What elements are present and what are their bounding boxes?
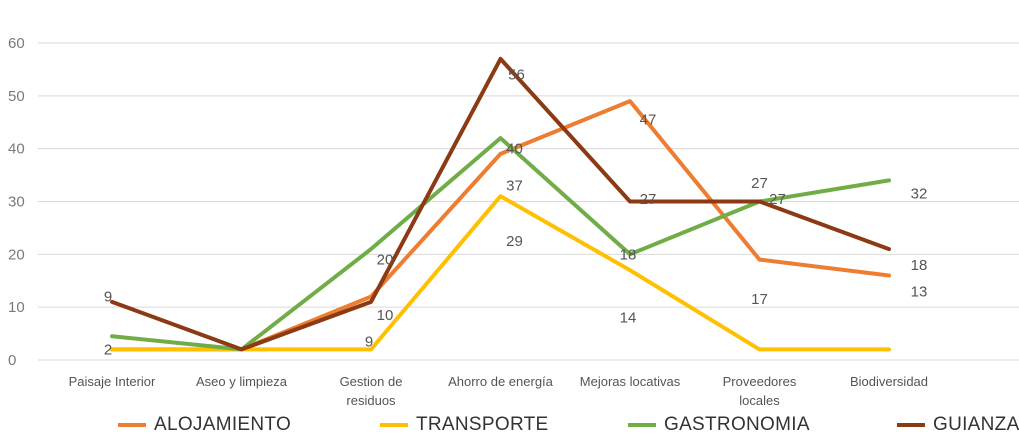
y-tick-label: 50 xyxy=(8,88,25,105)
data-label: 10 xyxy=(377,307,394,324)
legend-item-alojamiento: ALOJAMIENTO xyxy=(118,414,291,436)
x-category-label: Ahorro de energía xyxy=(448,374,554,389)
y-tick-label: 10 xyxy=(8,299,25,316)
x-axis-categories: Paisaje Interior Aseo y limpieza Gestion d… xyxy=(69,374,928,408)
legend-swatch xyxy=(380,423,408,427)
data-label: 18 xyxy=(911,257,928,274)
data-label: 17 xyxy=(751,291,768,308)
data-label: 18 xyxy=(620,246,637,263)
data-label: 27 xyxy=(751,175,768,192)
y-tick-label: 60 xyxy=(8,35,25,52)
legend-label: ALOJAMIENTO xyxy=(154,414,291,436)
legend-label: GASTRONOMIA xyxy=(664,414,810,436)
data-label: 9 xyxy=(104,289,112,306)
x-category-label: residuos xyxy=(346,393,396,408)
legend-label: TRANSPORTE xyxy=(416,414,549,436)
data-label: 56 xyxy=(508,67,525,84)
series-line-gastronomia xyxy=(112,138,889,349)
data-label: 27 xyxy=(769,191,786,208)
data-label: 37 xyxy=(506,178,523,195)
series-line-transporte xyxy=(112,196,889,349)
data-label: 9 xyxy=(365,334,373,351)
legend-item-transporte: TRANSPORTE xyxy=(380,414,549,436)
data-label: 40 xyxy=(506,141,523,158)
legend: ALOJAMIENTO TRANSPORTE GASTRONOMIA GUIANZA xyxy=(0,414,1019,444)
x-category-label: Proveedores xyxy=(723,374,797,389)
y-tick-label: 30 xyxy=(8,194,25,211)
legend-item-guianza: GUIANZA xyxy=(897,414,1019,436)
legend-label: GUIANZA xyxy=(933,414,1019,436)
x-category-label: Mejoras locativas xyxy=(580,374,681,389)
line-chart: 0 10 20 30 40 50 60 Paisaje Interior Aseo y lim… xyxy=(0,0,1019,414)
legend-swatch xyxy=(897,423,925,427)
x-category-label: Biodiversidad xyxy=(850,374,928,389)
data-label: 32 xyxy=(911,186,928,203)
y-tick-label: 0 xyxy=(8,352,16,369)
y-tick-label: 20 xyxy=(8,246,25,263)
data-label: 14 xyxy=(620,310,637,327)
legend-item-gastronomia: GASTRONOMIA xyxy=(628,414,810,436)
legend-swatch xyxy=(118,423,146,427)
y-tick-label: 40 xyxy=(8,141,25,158)
x-category-label: Aseo y limpieza xyxy=(196,374,288,389)
y-axis-ticks: 0 10 20 30 40 50 60 xyxy=(8,35,25,369)
data-label: 20 xyxy=(377,252,394,269)
data-label: 2 xyxy=(104,341,112,358)
data-label: 13 xyxy=(911,283,928,300)
data-label: 27 xyxy=(640,191,657,208)
legend-swatch xyxy=(628,423,656,427)
data-label: 47 xyxy=(640,112,657,129)
x-category-label: Gestion de xyxy=(340,374,403,389)
data-label: 29 xyxy=(506,233,523,250)
x-category-label: Paisaje Interior xyxy=(69,374,156,389)
x-category-label: locales xyxy=(739,393,780,408)
